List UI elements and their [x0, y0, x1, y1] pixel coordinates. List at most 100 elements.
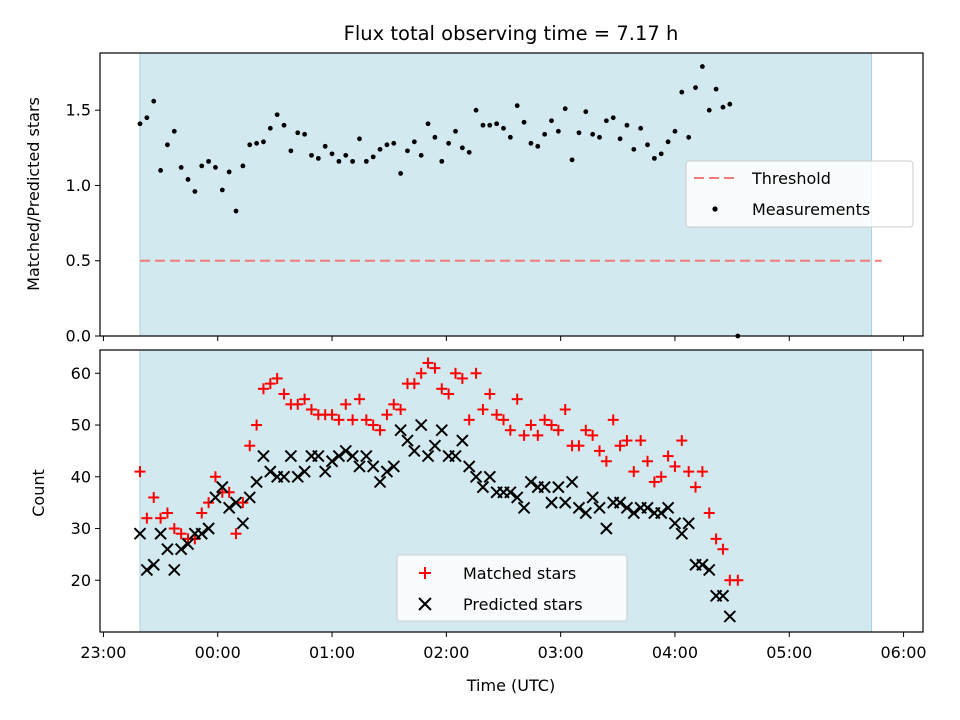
predicted-star-point — [504, 486, 517, 499]
predicted-star-point — [401, 434, 414, 447]
matched-star-point — [333, 414, 345, 426]
predicted-star-point — [696, 558, 709, 571]
matched-star-points — [134, 357, 744, 586]
measurement-point — [624, 122, 630, 128]
measurement-point — [418, 152, 424, 158]
matched-star-point — [161, 507, 173, 519]
x-tick-label: 23:00 — [80, 643, 126, 662]
measurement-point — [583, 109, 589, 115]
measurement-point — [706, 107, 712, 113]
ratio-y-ticks: 0.0 0.5 1.0 1.5 — [66, 101, 100, 346]
matched-star-point — [594, 445, 606, 457]
matched-star-point — [367, 419, 379, 431]
measurement-point — [665, 139, 671, 145]
predicted-star-point — [161, 543, 174, 556]
predicted-star-point — [394, 423, 407, 437]
matched-star-point — [230, 528, 242, 540]
predicted-star-point — [257, 449, 270, 463]
predicted-star-point — [703, 563, 716, 577]
matched-star-point — [305, 404, 317, 416]
measurement-point — [185, 177, 191, 182]
matched-star-point — [134, 466, 146, 478]
matched-star-point — [395, 404, 407, 416]
matched-star-point — [374, 424, 386, 436]
legend-matched-swatch — [419, 567, 431, 579]
measurement-point — [501, 125, 506, 131]
predicted-star-point — [565, 475, 579, 489]
measurement-point — [446, 140, 452, 146]
measurement-point — [254, 140, 259, 146]
measurement-point — [288, 148, 294, 154]
matched-star-point — [436, 383, 448, 395]
predicted-star-point — [600, 522, 613, 535]
matched-star-point — [539, 414, 551, 426]
measurement-point — [494, 121, 500, 127]
matched-star-point — [655, 471, 667, 483]
measurement-point — [261, 139, 266, 145]
predicted-star-point — [469, 470, 483, 483]
matched-star-point — [463, 414, 475, 426]
predicted-star-point — [277, 470, 291, 483]
matched-star-point — [491, 409, 503, 421]
measurement-point — [569, 157, 575, 163]
measurement-point — [590, 131, 596, 137]
y-tick-label: 30 — [71, 519, 91, 538]
measurement-point — [645, 142, 650, 148]
matched-star-point — [271, 372, 283, 384]
count-x-ticks: 23:00 00:00 01:00 02:00 03:00 04:00 05:00 06:00 — [80, 632, 927, 662]
measurement-point — [405, 148, 410, 154]
predicted-star-point — [291, 470, 304, 483]
matched-star-point — [264, 378, 276, 390]
matched-star-point — [497, 414, 509, 426]
matched-star-point — [278, 388, 290, 400]
matched-star-point — [381, 409, 393, 421]
measurement-point — [281, 122, 287, 128]
measurement-point — [384, 142, 390, 148]
legend-matched-label: Matched stars — [463, 564, 576, 583]
measurement-point — [315, 155, 321, 161]
measurement-point — [658, 151, 664, 157]
matched-star-point — [573, 440, 585, 452]
matched-star-point — [525, 419, 537, 431]
measurement-point — [693, 85, 698, 91]
measurement-point — [542, 131, 548, 137]
predicted-star-point — [147, 558, 160, 571]
matched-star-point — [443, 388, 455, 400]
legend-measurements-label: Measurements — [752, 200, 870, 219]
measurement-point — [514, 103, 520, 109]
predicted-star-point — [209, 491, 222, 504]
matched-star-point — [587, 429, 599, 441]
x-tick-label: 02:00 — [423, 643, 469, 662]
ratio-panel-frame — [99, 52, 924, 337]
measurement-point — [487, 122, 493, 128]
predicted-star-point — [620, 501, 634, 515]
ratio-y-axis-label: Matched/Predicted stars — [24, 97, 43, 291]
y-tick-label: 0.0 — [66, 327, 91, 346]
matched-star-point — [196, 507, 208, 519]
x-tick-label: 06:00 — [881, 643, 927, 662]
predicted-star-point — [545, 496, 558, 509]
predicted-star-point — [414, 418, 428, 432]
predicted-star-point — [572, 501, 586, 515]
measurement-point — [432, 134, 438, 140]
measurement-point — [192, 189, 198, 194]
predicted-star-point — [229, 496, 243, 509]
predicted-star-point — [222, 501, 236, 515]
matched-star-point — [703, 507, 715, 519]
matched-star-point — [662, 450, 674, 462]
predicted-star-point — [668, 517, 682, 530]
measurement-point — [391, 140, 397, 146]
measurement-point — [631, 146, 637, 152]
measurement-point — [638, 125, 644, 131]
measurement-point — [535, 143, 541, 149]
measurement-point — [343, 152, 349, 158]
predicted-star-point — [552, 480, 565, 494]
predicted-star-point — [332, 449, 346, 463]
predicted-star-point — [435, 423, 448, 437]
measurement-point — [727, 101, 733, 107]
predicted-star-point — [723, 610, 737, 623]
legend-predicted-swatch — [418, 597, 432, 611]
matched-star-point — [717, 543, 729, 555]
matched-star-point — [607, 414, 619, 426]
